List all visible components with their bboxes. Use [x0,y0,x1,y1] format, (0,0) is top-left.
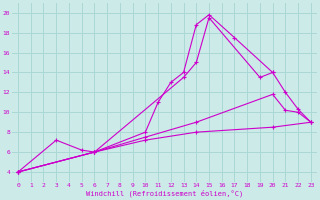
X-axis label: Windchill (Refroidissement éolien,°C): Windchill (Refroidissement éolien,°C) [86,190,243,197]
